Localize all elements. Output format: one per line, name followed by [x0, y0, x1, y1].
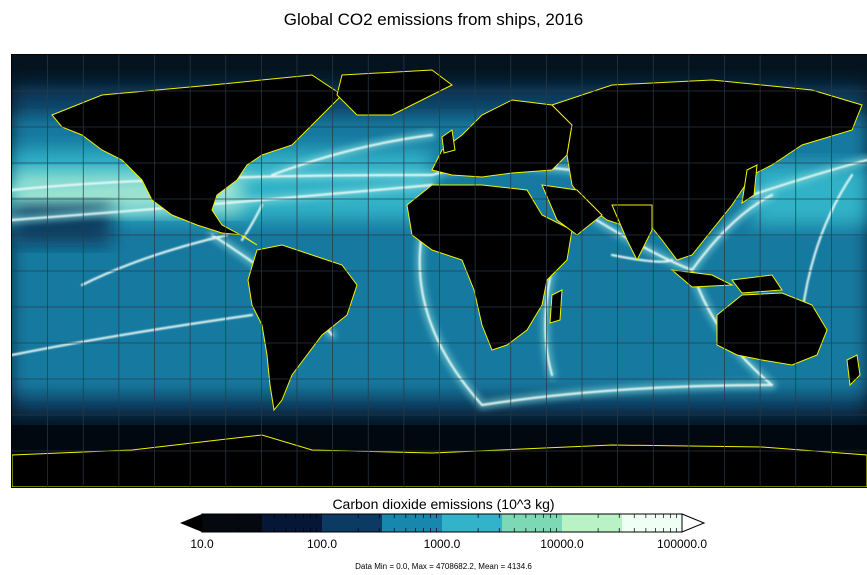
- map-graticule: [12, 55, 867, 487]
- world-map: [11, 54, 867, 488]
- colorbar-tick-label: 10.0: [190, 537, 214, 551]
- colorbar-label: Carbon dioxide emissions (10^3 kg): [332, 496, 555, 512]
- colorbar-bin: [622, 514, 683, 532]
- colorbar-tick-label: 10000.0: [540, 537, 584, 551]
- colorbar-tick-label: 1000.0: [423, 537, 461, 551]
- colorbar-tick-label: 100000.0: [656, 537, 708, 551]
- colorbar-bin: [442, 514, 503, 532]
- colorbar-extend-low: [180, 514, 202, 532]
- colorbar: [180, 513, 706, 533]
- data-stats: Data Min = 0.0, Max = 4708682.2, Mean = …: [355, 562, 532, 571]
- colorbar-bin: [382, 514, 443, 532]
- colorbar-bin: [502, 514, 563, 532]
- colorbar-bin: [262, 514, 323, 532]
- colorbar-bin: [202, 514, 263, 532]
- colorbar-minor-ticks: [237, 514, 677, 532]
- colorbar-frame: [201, 513, 683, 533]
- emissions-map-canvas: [12, 55, 867, 487]
- colorbar-tick-label: 100.0: [306, 537, 338, 551]
- colorbar-bin: [562, 514, 623, 532]
- colorbar-bins: [202, 514, 683, 532]
- colorbar-bin: [322, 514, 383, 532]
- map-title: Global CO2 emissions from ships, 2016: [283, 10, 584, 29]
- colorbar-extend-high: [681, 513, 706, 533]
